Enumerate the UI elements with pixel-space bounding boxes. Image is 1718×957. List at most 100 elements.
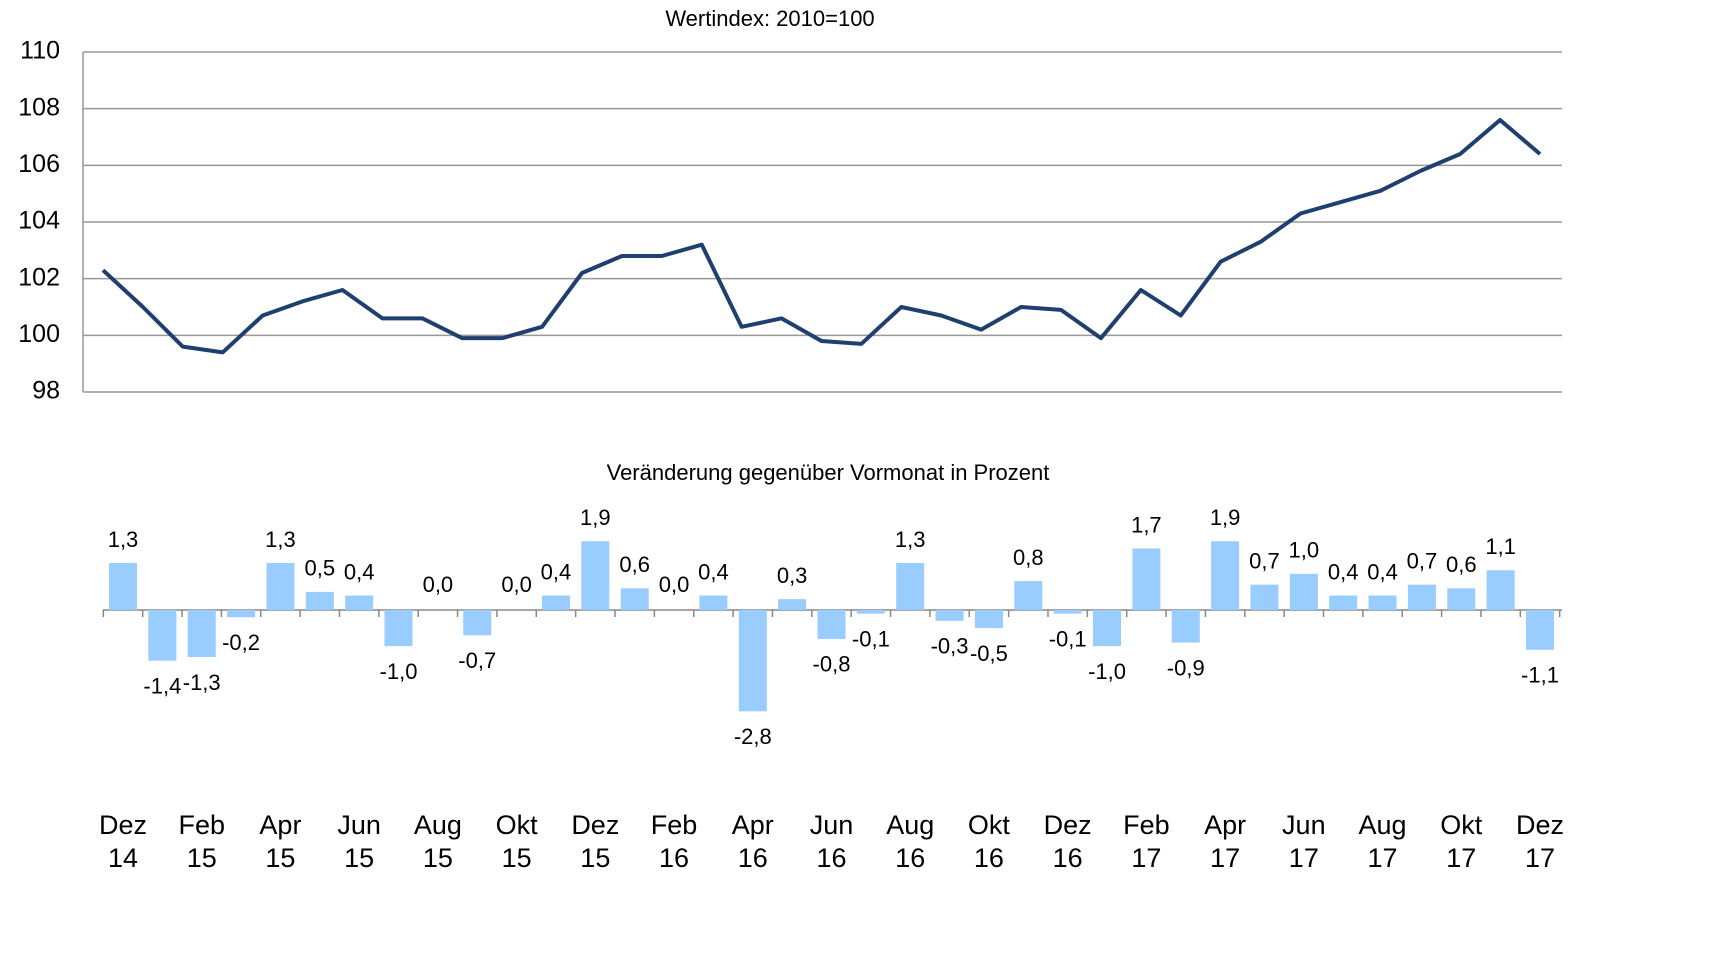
bar [1014, 581, 1043, 610]
bar [581, 541, 610, 610]
data-label: -0,1 [1049, 626, 1087, 651]
bar [345, 595, 374, 610]
data-label: 1,3 [895, 527, 926, 552]
bar [974, 610, 1003, 629]
data-label: 1,3 [265, 527, 296, 552]
data-label: 0,3 [777, 563, 808, 588]
bar [1526, 610, 1554, 650]
chart-title: Veränderung gegenüber Vormonat in Prozen… [607, 460, 1050, 485]
bar [384, 610, 413, 647]
bar [1289, 573, 1318, 610]
bar [896, 562, 925, 610]
x-tick-label: Okt 17 [1440, 810, 1483, 873]
bar [541, 595, 570, 610]
bar [778, 599, 807, 610]
data-label: 0,7 [1407, 548, 1438, 573]
data-label: 0,4 [344, 559, 375, 584]
x-tick-label: Okt 15 [495, 810, 538, 873]
bar [935, 610, 964, 621]
bar [109, 562, 137, 610]
bar [1250, 584, 1279, 610]
bar [1132, 548, 1161, 610]
bar [1171, 610, 1200, 643]
x-tick-label: Aug 15 [413, 810, 462, 873]
data-label: 0,6 [619, 552, 650, 577]
x-tick-label: Aug 17 [1358, 810, 1407, 873]
data-label: 1,3 [108, 527, 139, 552]
bar [266, 562, 295, 610]
x-tick-label: Dez 14 [98, 810, 147, 873]
data-label: 1,1 [1485, 534, 1516, 559]
y-tick-label: 102 [18, 263, 60, 291]
data-label: 1,9 [1210, 505, 1241, 530]
bar [1368, 595, 1397, 610]
x-tick-label: Feb 15 [178, 810, 225, 873]
y-tick-label: 100 [18, 320, 60, 348]
data-label: 1,0 [1289, 538, 1320, 563]
y-tick-label: 104 [18, 207, 60, 235]
data-label: -1,3 [183, 670, 221, 695]
y-tick-label: 108 [18, 93, 60, 121]
x-tick-label: Jun 17 [1282, 810, 1326, 873]
x-tick-label: Aug 16 [886, 810, 935, 873]
data-label: 0,0 [501, 572, 532, 597]
bar [738, 610, 767, 712]
y-tick-label: 98 [32, 377, 60, 405]
data-label: 0,4 [1328, 559, 1359, 584]
data-label: 0,4 [1367, 559, 1398, 584]
x-tick-label: Jun 16 [809, 810, 854, 873]
bar [1329, 595, 1358, 610]
x-tick-label: Feb 16 [650, 810, 698, 873]
x-tick-label: Dez 16 [1043, 810, 1092, 873]
x-tick-label: Dez 15 [571, 810, 620, 873]
data-label: -0,5 [970, 641, 1008, 666]
data-label: -0,3 [931, 634, 969, 659]
bar [620, 588, 649, 610]
data-label: 0,4 [698, 559, 729, 584]
y-tick-label: 106 [18, 150, 60, 178]
data-label: 0,6 [1446, 552, 1477, 577]
data-label: 1,9 [580, 505, 611, 530]
data-label: 0,4 [541, 559, 572, 584]
chart-title: Wertindex: 2010=100 [665, 6, 874, 31]
data-label: -1,0 [380, 659, 418, 684]
bar [227, 610, 256, 618]
bar [148, 610, 177, 661]
data-label: 0,0 [659, 572, 690, 597]
x-tick-label: Apr 17 [1204, 810, 1247, 873]
y-tick-label: 110 [20, 37, 60, 65]
bar [1486, 570, 1515, 610]
data-label: 0,7 [1249, 548, 1280, 573]
data-label: 1,7 [1131, 512, 1162, 537]
x-tick-label: Feb 17 [1123, 810, 1170, 873]
data-label: -0,8 [813, 652, 851, 677]
data-label: 0,5 [305, 556, 336, 581]
bar [305, 591, 334, 610]
x-tick-label: Jun 15 [337, 810, 381, 873]
bar [817, 610, 846, 639]
data-label: -0,7 [458, 648, 496, 673]
x-tick-label: Apr 15 [259, 810, 302, 873]
x-tick-label: Dez 17 [1515, 810, 1564, 873]
bar [856, 610, 885, 614]
data-label: -1,0 [1088, 659, 1126, 684]
bar [187, 610, 216, 658]
data-label: -0,9 [1167, 655, 1205, 680]
data-label: 0,0 [423, 572, 454, 597]
x-tick-label: Apr 16 [731, 810, 774, 873]
bar [1447, 588, 1476, 610]
bar [1407, 584, 1436, 610]
bar [1211, 541, 1240, 610]
data-label: 0,8 [1013, 545, 1044, 570]
data-label: -1,1 [1521, 663, 1559, 688]
data-label: -2,8 [734, 724, 772, 749]
x-tick-label: Okt 16 [967, 810, 1010, 873]
data-label: -1,4 [143, 673, 181, 698]
line-series [101, 118, 1542, 355]
data-label: -0,2 [222, 630, 260, 655]
bar [699, 595, 728, 610]
data-label: -0,1 [852, 626, 890, 651]
bar [463, 610, 492, 636]
